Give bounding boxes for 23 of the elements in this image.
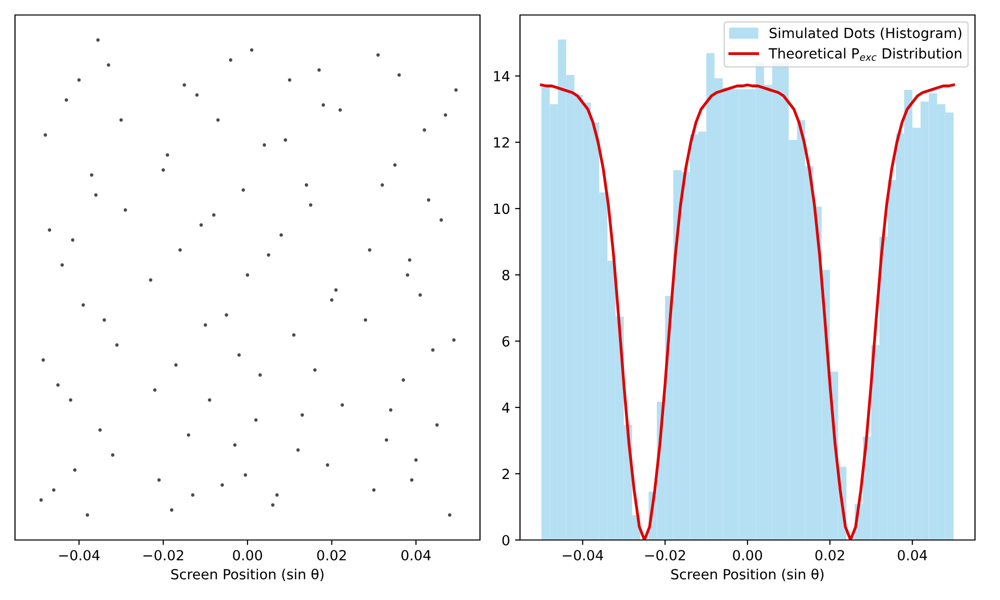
x-tick-label: −0.02 xyxy=(143,550,184,560)
y-tick-label: 12 xyxy=(494,137,509,148)
line-series xyxy=(540,84,955,540)
x-tick-label: 0.02 xyxy=(317,550,346,560)
y-tick-label: 0 xyxy=(502,534,510,546)
y-tick-label: 4 xyxy=(502,402,510,413)
x-axis-title: Screen Position (sin θ) xyxy=(171,568,324,582)
y-tick-label: 10 xyxy=(494,204,510,214)
x-axis-title: Screen Position (sin θ) xyxy=(671,568,824,582)
x-tick-label: 0.04 xyxy=(898,550,928,560)
x-tick-label: 0.00 xyxy=(732,550,762,560)
x-tick-label: −0.04 xyxy=(59,550,100,560)
y-tick-label: 8 xyxy=(502,270,510,280)
x-tick-label: 0.04 xyxy=(401,550,431,560)
y-tick-label: 6 xyxy=(502,336,510,347)
y-tick-label: 2 xyxy=(502,468,509,479)
legend-label: Theoretical P$_{exc}$ Distribution xyxy=(768,48,962,61)
x-tick-label: 0.02 xyxy=(815,550,844,560)
legend-label: Simulated Dots (Histogram) xyxy=(770,28,962,41)
x-tick-label: −0.04 xyxy=(562,550,604,560)
x-tick-label: 0.00 xyxy=(232,550,262,560)
x-tick-label: −0.02 xyxy=(645,550,685,560)
y-tick-label: 14 xyxy=(494,71,510,82)
